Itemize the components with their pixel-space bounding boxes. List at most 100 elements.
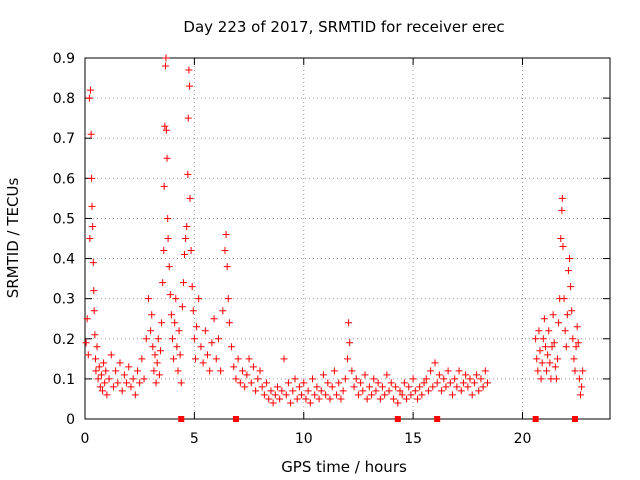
data-point (118, 387, 126, 395)
data-point (186, 194, 194, 202)
data-point (440, 375, 448, 383)
data-point (245, 355, 253, 363)
data-point (172, 295, 180, 303)
data-point (90, 307, 98, 315)
data-point (174, 367, 182, 375)
data-point (89, 222, 97, 230)
gap-marker (532, 416, 539, 422)
data-point (539, 335, 547, 343)
data-point (311, 391, 319, 399)
data-point (374, 379, 382, 387)
data-point (236, 379, 244, 387)
data-point (177, 379, 185, 387)
data-point (575, 375, 583, 383)
data-point (95, 363, 103, 371)
data-point (560, 295, 568, 303)
data-point (557, 235, 565, 242)
data-point (475, 387, 483, 395)
data-point (479, 383, 487, 391)
data-point (533, 355, 541, 363)
data-point (409, 375, 417, 383)
data-point (234, 355, 242, 363)
data-point (169, 335, 176, 343)
data-point (188, 283, 196, 291)
data-point (422, 375, 430, 383)
data-point (243, 371, 251, 379)
data-point (379, 383, 386, 391)
data-point (159, 279, 167, 287)
data-point (206, 367, 214, 375)
data-point (398, 391, 406, 399)
data-point (328, 383, 336, 391)
data-point (91, 331, 99, 339)
gap-marker (572, 416, 578, 422)
y-tick-label: 0.3 (53, 292, 75, 308)
data-point (550, 339, 558, 347)
data-point (574, 339, 582, 347)
x-tick-label: 15 (404, 431, 422, 447)
data-point (265, 395, 273, 403)
data-point (162, 126, 170, 134)
data-point (357, 379, 365, 387)
data-point (394, 399, 402, 407)
data-point (549, 311, 557, 319)
data-point (87, 130, 95, 138)
data-point (263, 379, 271, 387)
data-point (464, 383, 472, 391)
chart-title: Day 223 of 2017, SRMTID for receiver ere… (183, 18, 504, 36)
data-point (85, 94, 93, 102)
data-point (230, 363, 238, 371)
data-point (304, 387, 312, 395)
data-point (484, 379, 491, 387)
data-point (319, 371, 327, 379)
data-point (381, 391, 389, 399)
data-point (385, 387, 393, 395)
data-point (470, 379, 478, 387)
data-point (165, 263, 173, 271)
data-point (254, 375, 262, 383)
data-point (152, 379, 160, 387)
data-point (93, 343, 101, 351)
data-point (89, 259, 97, 267)
data-point (163, 154, 171, 162)
data-point (330, 367, 338, 375)
data-point (147, 327, 155, 335)
data-point (148, 311, 156, 319)
data-point (225, 319, 233, 327)
data-point (162, 54, 170, 62)
data-point (271, 391, 279, 399)
data-point (155, 371, 163, 379)
data-point (102, 367, 110, 375)
data-point (300, 379, 308, 387)
data-point (127, 383, 135, 391)
gap-marker (178, 416, 185, 422)
data-point (400, 379, 408, 387)
data-point (100, 359, 108, 367)
data-point (105, 375, 113, 383)
data-point (223, 263, 231, 271)
data-point (546, 359, 554, 367)
data-point (232, 375, 240, 383)
data-point (416, 383, 424, 391)
data-point (214, 335, 222, 343)
gap-marker (394, 416, 401, 422)
data-point (179, 279, 187, 287)
data-point (199, 359, 207, 367)
data-point (160, 247, 168, 255)
data-point (282, 391, 290, 399)
data-point (309, 375, 316, 383)
data-point (252, 387, 260, 395)
data-point (466, 375, 474, 383)
data-point (431, 359, 439, 367)
data-point (313, 383, 321, 391)
data-point (260, 391, 268, 399)
data-point (219, 307, 227, 315)
data-point (552, 375, 560, 383)
data-point (187, 247, 195, 255)
data-point (576, 391, 584, 399)
y-tick-label: 0 (66, 412, 75, 428)
data-point (429, 383, 437, 391)
data-point (190, 335, 198, 343)
data-point (134, 367, 141, 375)
